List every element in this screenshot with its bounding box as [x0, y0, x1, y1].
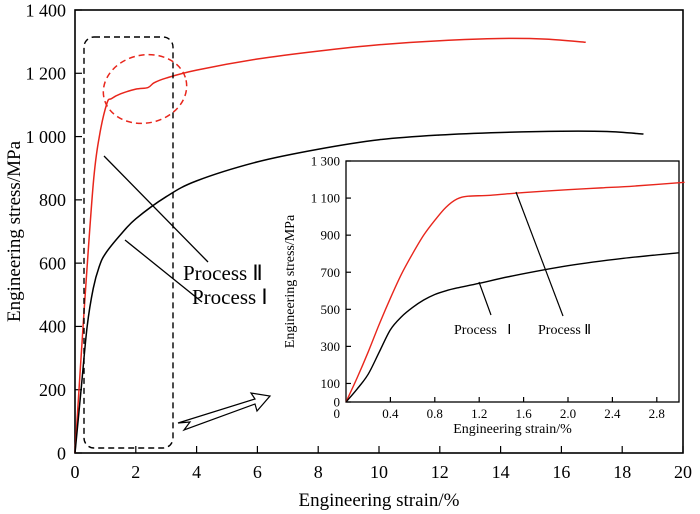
y-tick-label: 0	[334, 395, 341, 410]
y-tick-label: 1 200	[26, 64, 67, 84]
x-tick-label: 12	[431, 462, 449, 482]
x-axis-title: Engineering strain/%	[299, 490, 460, 511]
x-tick-label: 14	[492, 462, 510, 482]
zoom-arrow-icon	[177, 392, 272, 432]
inset-process-2-leader-line	[515, 191, 564, 317]
process-1-label: Process Ⅰ	[192, 285, 268, 309]
yield-region-dashed-ellipse	[102, 53, 188, 125]
y-tick-label: 1 000	[26, 127, 67, 147]
x-tick-label: 1.6	[515, 406, 532, 421]
y-tick-label: 1 100	[311, 191, 340, 206]
x-tick-label: 10	[370, 462, 388, 482]
y-tick-label: 900	[321, 228, 341, 243]
x-tick-label: 0.4	[382, 406, 399, 421]
x-tick-label: 0.8	[427, 406, 443, 421]
process-1-leader-line	[124, 239, 203, 303]
y-axis-title: Engineering stress/MPa	[283, 214, 298, 348]
x-tick-label: 2	[131, 462, 140, 482]
x-tick-label: 16	[552, 462, 570, 482]
x-tick-label: 2.4	[604, 406, 621, 421]
y-tick-label: 0	[57, 443, 66, 463]
x-tick-label: 8	[314, 462, 323, 482]
zoom-region-dashed-box	[83, 36, 174, 449]
process-2-label: Process Ⅱ	[183, 261, 263, 285]
y-axis-title: Engineering stress/MPa	[4, 140, 25, 322]
y-tick-label: 1 400	[26, 0, 67, 20]
x-tick-label: 4	[192, 462, 201, 482]
y-tick-label: 300	[321, 339, 341, 354]
y-tick-label: 500	[321, 302, 341, 317]
y-tick-label: 100	[321, 376, 341, 391]
y-tick-label: 200	[39, 380, 66, 400]
x-tick-label: 18	[613, 462, 631, 482]
x-tick-label: 0	[71, 462, 80, 482]
inset-background	[346, 161, 679, 402]
y-tick-label: 800	[39, 190, 66, 210]
y-tick-label: 600	[39, 253, 66, 273]
plot-frame	[345, 160, 680, 403]
series-line-process-i	[345, 252, 680, 403]
x-tick-label: 1.2	[471, 406, 487, 421]
y-tick-label: 400	[39, 317, 66, 337]
process-2-leader-line	[103, 155, 209, 263]
x-tick-label: 2.8	[649, 406, 665, 421]
inset-plot: 0.4 0.8 1.2 1.6 2.0 2.4 2.8 0 100 300 500 700 900 1 1…	[283, 154, 685, 437]
x-tick-label: 2.0	[560, 406, 576, 421]
origin-label: 0	[334, 406, 341, 421]
decorations	[83, 36, 272, 449]
y-tick-label: 700	[321, 265, 341, 280]
inset-process-1-leader-line	[478, 281, 492, 316]
x-axis-title: Engineering strain/%	[453, 422, 572, 437]
series-line-process-i	[74, 130, 644, 454]
x-tick-label: 20	[674, 462, 692, 482]
x-tick-label: 6	[253, 462, 262, 482]
inset-process-2-label: Process Ⅱ	[538, 323, 591, 338]
series-line-process-ii	[74, 37, 586, 454]
series-line-process-ii	[345, 181, 685, 403]
inset-process-1-label: Process Ⅰ	[454, 323, 511, 338]
y-tick-label: 1 300	[311, 154, 340, 169]
